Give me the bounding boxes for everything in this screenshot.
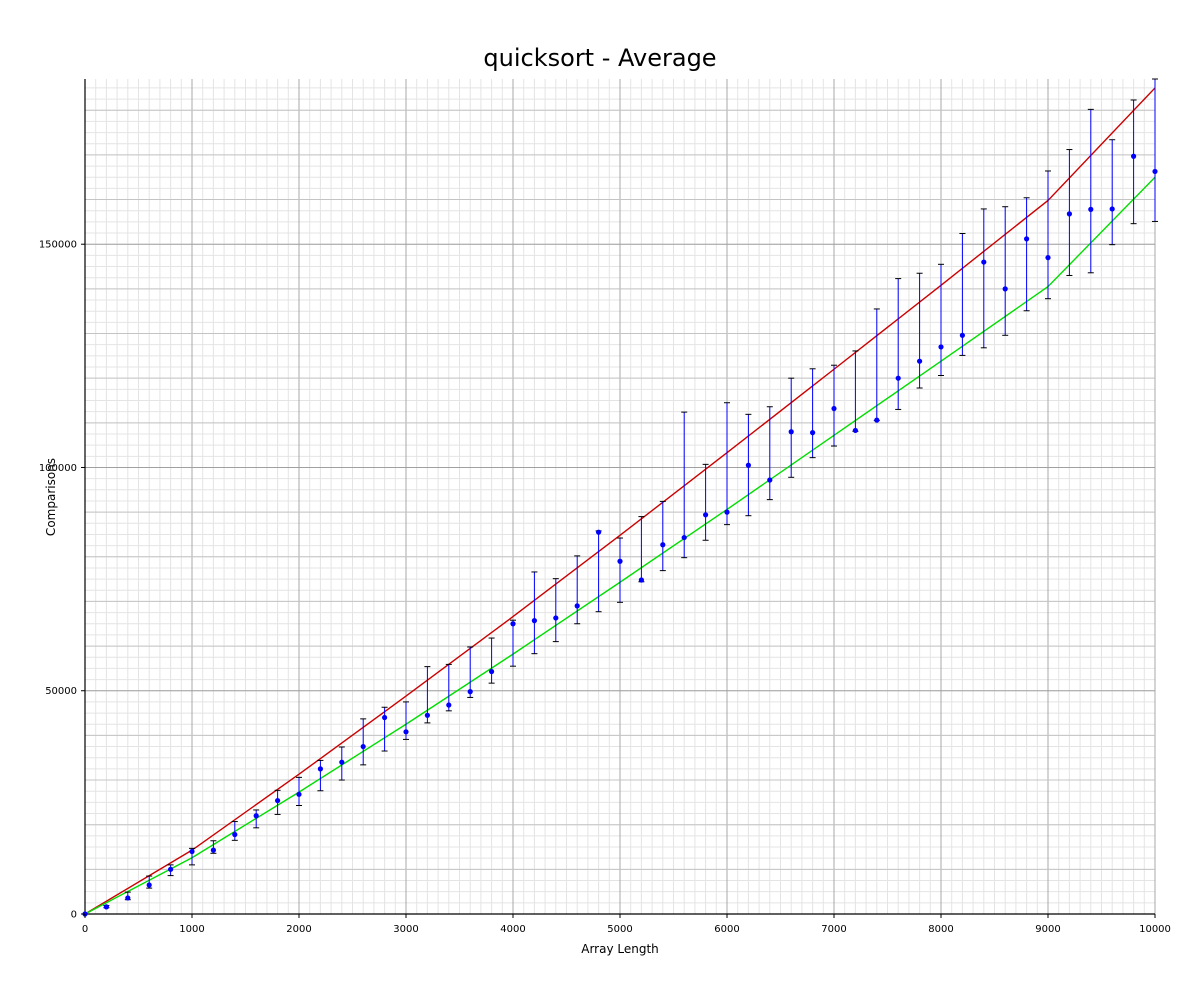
data-point [489, 669, 494, 674]
data-point [1045, 255, 1050, 260]
data-point [168, 867, 173, 872]
data-point [831, 406, 836, 411]
y-tick-label: 150000 [39, 240, 77, 251]
data-point [425, 713, 430, 718]
data-point [382, 715, 387, 720]
x-axis-label: Array Length [581, 942, 659, 956]
data-point [617, 559, 622, 564]
x-tick-label: 10000 [1139, 924, 1171, 935]
data-point [1110, 206, 1115, 211]
y-axis-label: Comparisons [44, 458, 58, 536]
x-tick-label: 1000 [179, 924, 204, 935]
data-point [746, 463, 751, 468]
data-point [789, 429, 794, 434]
data-point [660, 542, 665, 547]
data-point [232, 832, 237, 837]
data-point [189, 849, 194, 854]
x-tick-label: 9000 [1035, 924, 1060, 935]
data-point [532, 618, 537, 623]
data-point [874, 418, 879, 423]
x-tick-label: 5000 [607, 924, 632, 935]
data-point [125, 895, 130, 900]
data-point [938, 344, 943, 349]
data-point [639, 577, 644, 582]
data-point [296, 792, 301, 797]
data-point [1024, 236, 1029, 241]
data-point [468, 689, 473, 694]
y-tick-label: 50000 [45, 686, 77, 697]
data-point [339, 760, 344, 765]
data-point [853, 428, 858, 433]
data-point [1003, 286, 1008, 291]
data-point [575, 603, 580, 608]
data-point [147, 882, 152, 887]
data-point [767, 477, 772, 482]
data-point [724, 510, 729, 515]
x-tick-label: 0 [82, 924, 88, 935]
x-tick-label: 4000 [500, 924, 525, 935]
data-point [318, 766, 323, 771]
data-point [254, 813, 259, 818]
data-point [917, 359, 922, 364]
data-point [553, 615, 558, 620]
data-point [1152, 169, 1157, 174]
data-point [510, 621, 515, 626]
x-tick-labels: 0 1000 2000 3000 4000 5000 6000 7000 8000 9000 100… [82, 914, 1171, 935]
data-point [981, 259, 986, 264]
data-point [703, 512, 708, 517]
data-point [596, 530, 601, 535]
data-point [896, 376, 901, 381]
x-tick-label: 7000 [821, 924, 846, 935]
data-point [446, 702, 451, 707]
x-tick-label: 6000 [714, 924, 739, 935]
data-point [810, 430, 815, 435]
data-point [1088, 207, 1093, 212]
data-point [682, 535, 687, 540]
data-point [211, 848, 216, 853]
data-point [403, 729, 408, 734]
data-point [104, 904, 109, 909]
data-point [1131, 154, 1136, 159]
data-point [1067, 211, 1072, 216]
x-tick-label: 8000 [928, 924, 953, 935]
data-point [960, 333, 965, 338]
y-tick-label: 0 [71, 910, 77, 921]
data-point [361, 744, 366, 749]
data-point [275, 798, 280, 803]
x-tick-label: 2000 [286, 924, 311, 935]
x-tick-label: 3000 [393, 924, 418, 935]
